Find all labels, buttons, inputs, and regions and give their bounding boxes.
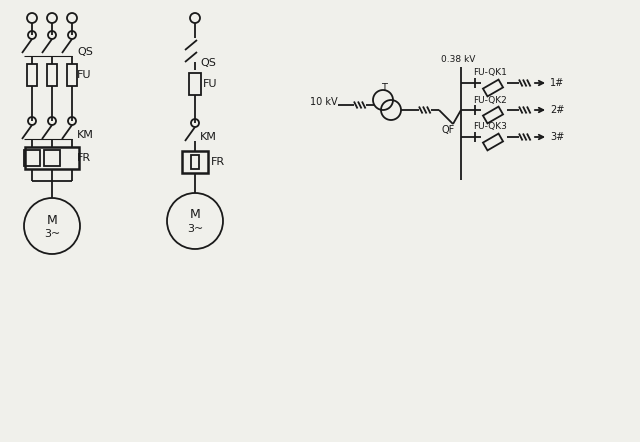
Text: FU: FU xyxy=(203,79,218,89)
Text: 3~: 3~ xyxy=(44,229,60,239)
Bar xyxy=(44,150,60,166)
Text: FR: FR xyxy=(77,153,91,163)
Text: QF: QF xyxy=(441,125,454,135)
Bar xyxy=(47,64,57,86)
Bar xyxy=(483,133,503,150)
Text: 3#: 3# xyxy=(550,132,564,142)
Bar xyxy=(25,147,79,169)
Text: T: T xyxy=(381,83,387,93)
Text: 2#: 2# xyxy=(550,105,564,115)
Text: FU-QK2: FU-QK2 xyxy=(473,95,507,104)
Text: FU: FU xyxy=(77,70,92,80)
Bar xyxy=(483,80,503,96)
Text: 0.38 kV: 0.38 kV xyxy=(441,54,476,64)
Text: 10 kV: 10 kV xyxy=(310,97,338,107)
Bar xyxy=(483,107,503,123)
Bar xyxy=(67,64,77,86)
Text: QS: QS xyxy=(200,58,216,68)
Text: M: M xyxy=(47,213,58,226)
Text: KM: KM xyxy=(200,132,217,142)
Bar xyxy=(24,150,40,166)
Bar xyxy=(191,155,199,169)
Bar xyxy=(27,64,37,86)
Text: QS: QS xyxy=(77,47,93,57)
Text: FU-QK3: FU-QK3 xyxy=(473,122,507,132)
Text: FR: FR xyxy=(211,157,225,167)
Text: 3~: 3~ xyxy=(187,224,203,234)
Text: 1#: 1# xyxy=(550,78,564,88)
Text: KM: KM xyxy=(77,130,94,140)
Bar xyxy=(189,73,201,95)
Text: FU-QK1: FU-QK1 xyxy=(473,69,507,77)
Bar xyxy=(182,151,208,173)
Text: M: M xyxy=(189,209,200,221)
